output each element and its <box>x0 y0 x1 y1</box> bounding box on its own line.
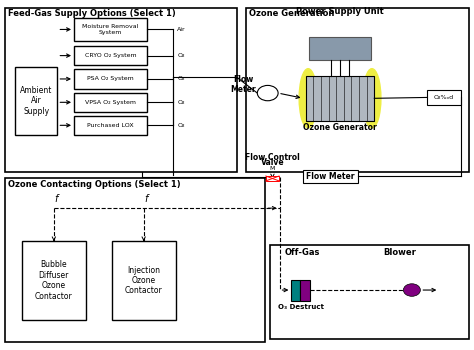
Text: O₂: O₂ <box>178 76 185 82</box>
Text: M: M <box>270 166 275 170</box>
Text: CRYO O₂ System: CRYO O₂ System <box>85 53 137 58</box>
Text: Injection
Ozone
Contactor: Injection Ozone Contactor <box>125 266 163 295</box>
Text: Off-Gas: Off-Gas <box>284 247 319 257</box>
Bar <box>428 90 461 105</box>
Text: Purchased LOX: Purchased LOX <box>87 123 134 128</box>
Text: PSA O₂ System: PSA O₂ System <box>87 76 134 82</box>
Bar <box>74 69 147 89</box>
Text: O₂: O₂ <box>178 100 185 105</box>
Bar <box>74 116 147 135</box>
Circle shape <box>257 85 278 101</box>
Bar <box>5 178 265 342</box>
Ellipse shape <box>299 69 317 128</box>
Bar <box>74 18 147 41</box>
Bar <box>270 245 469 339</box>
Bar <box>112 241 175 320</box>
Text: O₃ Destruct: O₃ Destruct <box>278 304 324 310</box>
Bar <box>22 241 86 320</box>
Text: f: f <box>55 194 58 204</box>
Text: Ambient
Air
Supply: Ambient Air Supply <box>20 86 52 116</box>
Text: Feed-Gas Supply Options (Select 1): Feed-Gas Supply Options (Select 1) <box>8 9 175 19</box>
Text: Air: Air <box>177 27 186 32</box>
Bar <box>306 76 374 121</box>
Bar <box>310 37 371 60</box>
Text: VPSA O₂ System: VPSA O₂ System <box>85 100 136 105</box>
Bar <box>303 170 357 183</box>
Text: Ozone Contacting Options (Select 1): Ozone Contacting Options (Select 1) <box>8 180 181 189</box>
Text: Ozone Generator: Ozone Generator <box>303 123 377 132</box>
Text: Bubble
Diffuser
Ozone
Contactor: Bubble Diffuser Ozone Contactor <box>35 260 73 301</box>
Text: Flow Meter: Flow Meter <box>306 172 355 181</box>
Text: O₂%ₒd: O₂%ₒd <box>434 95 454 100</box>
Text: Flow Control: Flow Control <box>245 153 300 162</box>
Text: f: f <box>145 194 148 204</box>
Bar <box>5 8 237 171</box>
Text: Flow
Meter: Flow Meter <box>230 75 256 94</box>
Bar <box>15 67 57 135</box>
Text: Power Supply Unit: Power Supply Unit <box>296 7 384 16</box>
Text: O₂: O₂ <box>178 123 185 128</box>
Text: Valve: Valve <box>261 158 284 167</box>
Bar <box>246 8 469 171</box>
Text: Moisture Removal
System: Moisture Removal System <box>82 24 139 35</box>
Ellipse shape <box>363 69 381 128</box>
Bar <box>74 93 147 112</box>
Bar <box>74 46 147 65</box>
Text: O₂: O₂ <box>178 53 185 58</box>
Circle shape <box>403 284 420 296</box>
Bar <box>300 280 310 301</box>
Text: Blower: Blower <box>383 247 416 257</box>
Bar <box>266 176 279 181</box>
Text: Ozone Generation: Ozone Generation <box>249 9 334 19</box>
Bar <box>292 280 300 301</box>
